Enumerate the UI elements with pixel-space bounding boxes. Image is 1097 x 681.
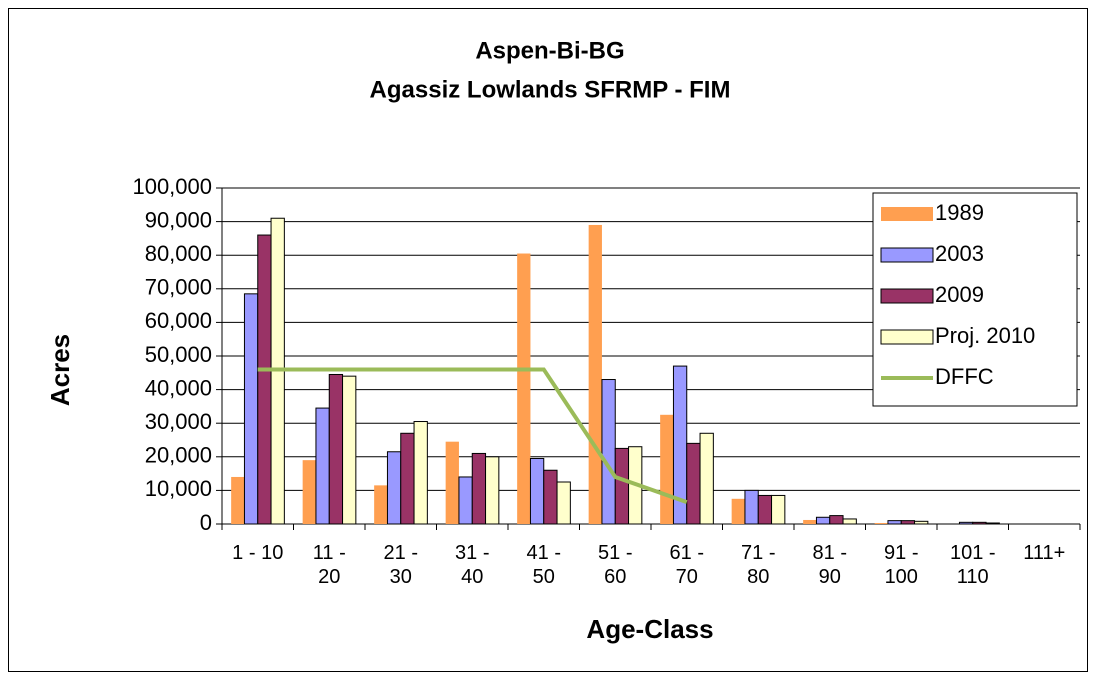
x-tick-label: 111+ [1023,542,1066,564]
bar [900,520,916,525]
bar [471,452,487,525]
bar [386,451,402,525]
y-tick-label: 80,000 [145,241,212,266]
bar [328,373,344,525]
bar [803,519,817,524]
bar [972,521,987,525]
y-tick-label: 70,000 [145,275,212,300]
bar [914,520,929,525]
bar [529,457,545,525]
x-tick-label: 81 - 90 [812,542,847,588]
y-tick-label: 100,000 [132,174,212,199]
bar [699,432,714,525]
bar [231,476,245,524]
legend-label: Proj. 2010 [935,323,1035,348]
x-tick-label: 21 - 30 [383,542,418,588]
bar [243,293,259,525]
bar [556,481,571,525]
x-tick-label: 41 - 50 [526,542,561,588]
bar [660,414,674,524]
bar [315,407,330,525]
bar [829,515,844,525]
x-tick-label: 1 - 10 [232,542,284,564]
bar [302,460,316,524]
bar [601,379,616,525]
bar [445,441,459,524]
legend-label: 2003 [935,241,984,266]
line [257,367,688,505]
legend-swatch [880,247,934,263]
bar [686,442,701,525]
bar [374,485,388,524]
bar [815,516,831,525]
x-tick-label: 101 - 110 [949,542,996,588]
bar [842,518,857,525]
bar [342,375,357,525]
y-tick-label: 30,000 [145,409,212,434]
bar [413,421,428,525]
y-tick-label: 40,000 [145,375,212,400]
bar [771,494,786,525]
x-tick-label: 31 - 40 [455,542,490,588]
bar [485,456,500,525]
x-tick-label: 71 - 80 [741,542,776,588]
legend-swatch [880,329,934,345]
bar [458,476,473,525]
legend-swatch [881,207,933,221]
y-tick-label: 10,000 [145,476,212,501]
x-tick-label: 11 - 20 [312,542,346,588]
bar [731,498,745,524]
y-tick-label: 90,000 [145,207,212,232]
bar [257,234,272,525]
chart-title: Aspen-Bi-BG [475,37,624,64]
x-tick-label: 51 - 60 [598,542,633,588]
chart-subtitle: Agassiz Lowlands SFRMP - FIM [370,76,731,103]
bar [744,489,759,525]
legend-label: 1989 [935,200,984,225]
y-tick-label: 50,000 [145,342,212,367]
bar [588,224,602,524]
bar [985,522,1000,525]
bar [400,432,415,525]
y-axis-title: Acres [45,334,75,406]
legend-label: 2009 [935,282,984,307]
bar [757,494,773,525]
x-axis-title: Age-Class [586,614,713,644]
bar [874,522,888,524]
bar [958,521,974,525]
bar [614,447,630,525]
bar [517,253,531,524]
y-tick-label: 60,000 [145,308,212,333]
legend-label: DFFC [935,364,994,389]
bar [887,520,902,525]
x-tick-label: 61 - 70 [669,542,704,588]
legend-swatch [880,288,934,304]
bar [543,469,558,525]
y-tick-label: 0 [200,510,212,535]
x-tick-label: 91 - 100 [884,542,919,588]
y-tick-label: 20,000 [145,443,212,468]
